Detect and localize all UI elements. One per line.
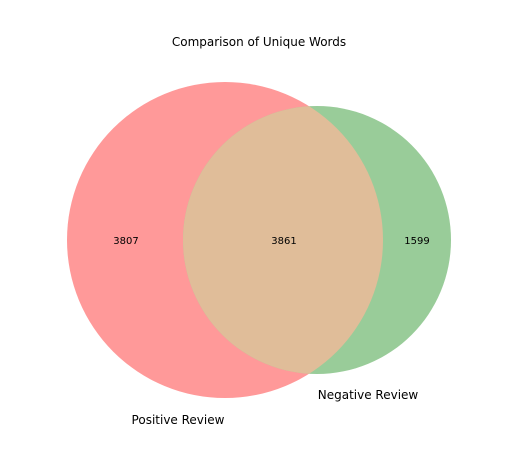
intersection-region bbox=[183, 106, 383, 374]
positive-set-label: Positive Review bbox=[132, 413, 225, 427]
negative-only-count: 1599 bbox=[404, 236, 429, 247]
negative-set-label: Negative Review bbox=[318, 388, 419, 402]
intersection-count: 3861 bbox=[271, 236, 296, 247]
positive-only-count: 3807 bbox=[113, 236, 138, 247]
diagram-title: Comparison of Unique Words bbox=[172, 35, 346, 49]
